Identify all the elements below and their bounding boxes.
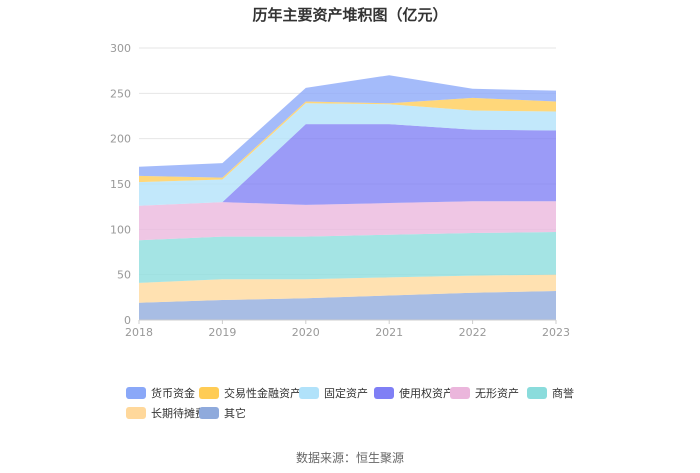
area-series-3 [139, 201, 556, 241]
legend-label-0: 货币资金 [151, 387, 195, 400]
legend-item-0[interactable]: 货币资金 [126, 385, 195, 401]
legend-item-1[interactable]: 交易性金融资产 [199, 385, 301, 401]
legend-swatch-6 [126, 407, 146, 419]
legend-swatch-7 [199, 407, 219, 419]
data-source-note: 数据来源：恒生聚源 [295, 451, 404, 465]
x-tick-label-2019: 2019 [208, 326, 236, 339]
y-tick-label-250: 250 [110, 87, 131, 100]
chart-title: 历年主要资产堆积图（亿元） [252, 6, 448, 24]
legend-swatch-4 [450, 387, 470, 399]
legend-label-5: 商誉 [552, 387, 574, 400]
y-tick-label-150: 150 [110, 178, 131, 191]
legend-label-4: 无形资产 [475, 387, 519, 400]
y-tick-label-200: 200 [110, 133, 131, 146]
area-series-7 [139, 75, 556, 178]
y-tick-label-100: 100 [110, 223, 131, 236]
legend-swatch-2 [299, 387, 319, 399]
x-tick-label-2023: 2023 [542, 326, 570, 339]
x-tick-label-2018: 2018 [125, 326, 153, 339]
x-tick-label-2020: 2020 [292, 326, 320, 339]
legend-item-2[interactable]: 固定资产 [299, 385, 368, 401]
area-series-6 [139, 97, 556, 183]
area-series-4 [139, 124, 556, 206]
legend-swatch-1 [199, 387, 219, 399]
legend-label-7: 其它 [224, 407, 246, 420]
area-series-1 [139, 274, 556, 303]
area-series-2 [139, 232, 556, 283]
stacked-area-chart: 0 50 100 150 200 250 300 2018 2019 2020 2021 2022 20… [110, 42, 570, 339]
legend-swatch-3 [374, 387, 394, 399]
legend-label-2: 固定资产 [324, 387, 368, 400]
legend-item-5[interactable]: 商誉 [527, 385, 574, 401]
x-tick-label-2021: 2021 [375, 326, 403, 339]
area-series-5 [139, 103, 556, 206]
y-tick-label-0: 0 [124, 314, 131, 327]
legend-item-3[interactable]: 使用权资产 [374, 385, 454, 401]
area-series-0 [139, 290, 556, 320]
legend-item-7[interactable]: 其它 [199, 405, 246, 421]
y-tick-label-300: 300 [110, 42, 131, 55]
legend-item-4[interactable]: 无形资产 [450, 385, 519, 401]
legend-swatch-0 [126, 387, 146, 399]
legend-swatch-5 [527, 387, 547, 399]
legend-label-3: 使用权资产 [399, 387, 454, 400]
x-tick-label-2022: 2022 [459, 326, 487, 339]
y-tick-label-50: 50 [117, 269, 131, 282]
legend-label-1: 交易性金融资产 [224, 387, 301, 400]
